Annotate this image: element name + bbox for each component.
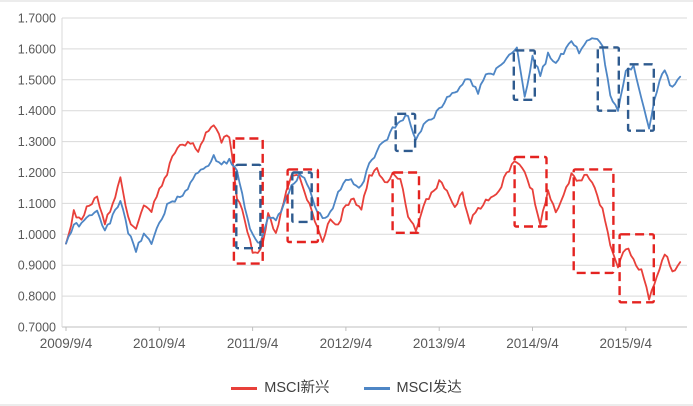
chart-legend: MSCI新兴 MSCI发达: [0, 374, 693, 402]
y-axis-tick-label: 0.7000: [18, 321, 56, 335]
annotation-box-blue-1: [235, 163, 262, 250]
annotation-box-blue-5: [596, 46, 620, 112]
y-axis-tick-label: 1.2000: [18, 166, 56, 180]
annotation-box-blue-6: [626, 63, 655, 132]
y-axis-tick-label: 1.3000: [18, 135, 56, 149]
annotation-box-red-6: [618, 233, 655, 304]
legend-swatch-red-line: [231, 386, 258, 390]
y-axis-tick-label: 0.9000: [18, 259, 56, 273]
y-axis-tick-label: 1.5000: [18, 73, 56, 87]
annotation-box-red-4: [513, 155, 548, 228]
annotation-box-red-2: [286, 168, 320, 244]
annotation-box-red-5: [572, 168, 615, 275]
y-axis-tick-label: 1.0000: [18, 228, 56, 242]
x-axis-tick-label: 2010/9/4: [133, 336, 186, 351]
y-axis-tick-label: 1.6000: [18, 42, 56, 56]
legend-label-msci-developed: MSCI发达: [396, 379, 462, 396]
x-axis-tick-label: 2013/9/4: [413, 336, 466, 351]
annotation-box-red-1: [232, 137, 264, 265]
series-line-msci-emerging: [65, 124, 682, 301]
y-axis-tick-label: 0.8000: [18, 290, 56, 304]
x-axis-tick-label: 2014/9/4: [506, 336, 559, 351]
series-line-msci-developed: [65, 37, 682, 253]
legend-item-msci-emerging: MSCI新兴: [231, 379, 330, 396]
annotation-box-blue-4: [512, 49, 536, 102]
annotation-box-blue-2: [291, 171, 313, 224]
x-axis-tick-label: 2011/9/4: [227, 336, 279, 351]
x-axis-tick-label: 2015/9/4: [600, 336, 653, 351]
y-axis-tick-label: 1.4000: [18, 104, 56, 118]
x-axis-tick-label: 2009/9/4: [40, 336, 93, 351]
legend-swatch-blue-line: [363, 386, 390, 390]
legend-label-msci-emerging: MSCI新兴: [264, 379, 330, 396]
legend-item-msci-developed: MSCI发达: [363, 379, 462, 396]
y-axis-tick-label: 1.7000: [18, 12, 56, 26]
x-axis-tick-label: 2012/9/4: [320, 336, 373, 351]
y-axis-tick-label: 1.1000: [18, 197, 56, 211]
annotation-box-blue-3: [394, 112, 417, 153]
